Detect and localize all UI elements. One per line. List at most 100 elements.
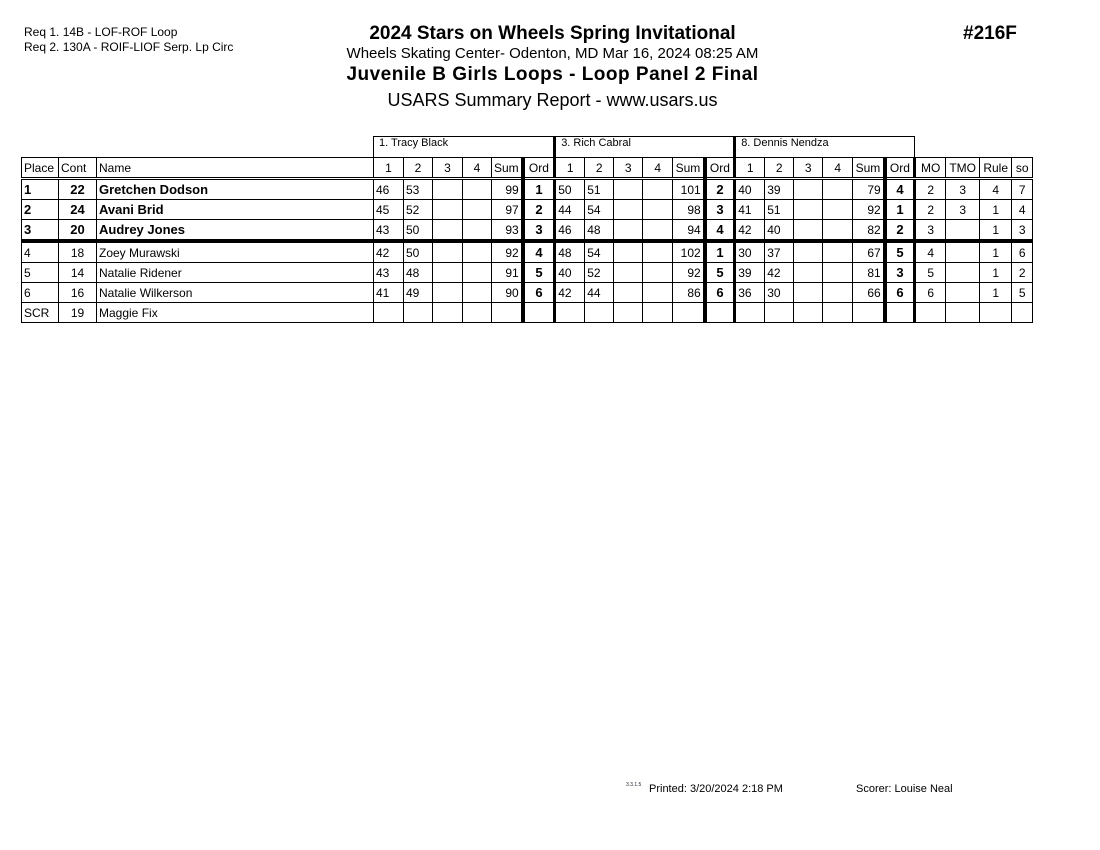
table-row: SCR 19 Maggie Fix: [21, 302, 1034, 323]
column-header-row: Place Cont Name 1 2 3 4 Sum Ord 1 2 3 4 Sum Ord 1 2 3 4 Sum…: [21, 157, 1034, 180]
sum-cell: 99: [490, 178, 524, 200]
tmo-cell: [945, 282, 981, 303]
tmo-cell: 3: [945, 199, 981, 220]
sum-cell: 66: [852, 282, 886, 303]
mo-cell: 3: [913, 219, 947, 243]
so-cell: 4: [1011, 199, 1034, 220]
so-cell: [1011, 302, 1034, 323]
header-tmo: TMO: [945, 157, 981, 180]
rule-cell: 4: [979, 178, 1013, 200]
sum-cell: 92: [672, 262, 706, 283]
score-cell: [642, 199, 674, 220]
score-cell: [553, 302, 586, 323]
score-cell: 46: [373, 178, 404, 200]
score-cell: [462, 219, 492, 243]
score-cell: [432, 199, 463, 220]
place-cell: 6: [21, 282, 59, 303]
header-score-4: 4: [462, 157, 492, 180]
mo-cell: [913, 302, 947, 323]
score-cell: [462, 282, 492, 303]
so-cell: 3: [1011, 219, 1034, 243]
score-cell: 36: [733, 282, 766, 303]
header-score-sum: Sum: [490, 157, 524, 180]
score-cell: [462, 199, 492, 220]
score-cell: 51: [764, 199, 795, 220]
version-text: 3.3.1.5: [626, 782, 642, 788]
table-row: 2 24 Avani Brid 45 52 97 2 44 54 98 3 41 51 92 1 2 3 1 4: [21, 199, 1034, 220]
skater-name: Natalie Wilkerson: [96, 282, 374, 303]
header-score-4: 4: [642, 157, 674, 180]
ordinal-cell: 4: [882, 178, 916, 200]
score-cell: [642, 282, 674, 303]
ordinal-cell: 6: [702, 282, 736, 303]
score-cell: 52: [584, 262, 615, 283]
score-cell: [822, 240, 854, 263]
score-cell: 48: [553, 240, 586, 263]
sum-cell: 98: [672, 199, 706, 220]
contestant-number: 19: [58, 302, 97, 323]
ordinal-cell: [882, 302, 916, 323]
venue-date: Wheels Skating Center- Odenton, MD Mar 1…: [346, 45, 759, 62]
ordinal-cell: 5: [702, 262, 736, 283]
results-table: 1. Tracy Black 3. Rich Cabral 8. Dennis Ne…: [21, 136, 1034, 323]
sum-cell: 93: [490, 219, 524, 243]
score-cell: [822, 302, 854, 323]
score-cell: 44: [553, 199, 586, 220]
sum-cell: 97: [490, 199, 524, 220]
header-score-3: 3: [793, 157, 824, 180]
sum-cell: 67: [852, 240, 886, 263]
ordinal-cell: 3: [882, 262, 916, 283]
contestant-number: 14: [58, 262, 97, 283]
score-cell: [462, 262, 492, 283]
score-cell: [793, 199, 824, 220]
tmo-cell: [945, 302, 981, 323]
score-cell: 41: [373, 282, 404, 303]
score-cell: [432, 282, 463, 303]
header-cont: Cont: [58, 157, 97, 180]
sum-cell: 91: [490, 262, 524, 283]
sum-cell: 101: [672, 178, 706, 200]
so-cell: 7: [1011, 178, 1034, 200]
score-cell: 30: [733, 240, 766, 263]
score-cell: 43: [373, 262, 404, 283]
score-cell: [613, 262, 644, 283]
score-cell: [822, 219, 854, 243]
contestant-number: 24: [58, 199, 97, 220]
score-cell: 40: [764, 219, 795, 243]
tmo-cell: [945, 219, 981, 243]
score-cell: [584, 302, 615, 323]
contestant-number: 20: [58, 219, 97, 243]
score-cell: [793, 240, 824, 263]
score-cell: [793, 178, 824, 200]
ordinal-cell: 1: [520, 178, 556, 200]
ordinal-cell: 3: [702, 199, 736, 220]
header-score-sum: Sum: [672, 157, 706, 180]
event-title: Juvenile B Girls Loops - Loop Panel 2 Fi…: [346, 64, 759, 85]
score-cell: [373, 302, 404, 323]
rule-cell: 1: [979, 282, 1013, 303]
score-cell: 42: [553, 282, 586, 303]
table-row: 1 22 Gretchen Dodson 46 53 99 1 50 51 101 2 40 39 79 4…: [21, 178, 1034, 200]
skater-name: Audrey Jones: [96, 219, 374, 243]
ordinal-cell: 2: [882, 219, 916, 243]
score-cell: [613, 240, 644, 263]
sum-cell: 82: [852, 219, 886, 243]
table-row: 5 14 Natalie Ridener 43 48 91 5 40 52 92 5 39 42 81 3 5…: [21, 262, 1034, 283]
skater-name: Maggie Fix: [96, 302, 374, 323]
contestant-number: 22: [58, 178, 97, 200]
requirement-1: Req 1. 14B - LOF-ROF Loop: [24, 25, 178, 39]
score-cell: [403, 302, 433, 323]
sum-cell: 94: [672, 219, 706, 243]
contestant-number: 18: [58, 240, 97, 263]
ordinal-cell: 5: [520, 262, 556, 283]
so-cell: 6: [1011, 240, 1034, 263]
scorer-name: Scorer: Louise Neal: [856, 783, 953, 795]
mo-cell: 6: [913, 282, 947, 303]
header-place: Place: [21, 157, 59, 180]
ordinal-cell: 2: [520, 199, 556, 220]
score-cell: 52: [403, 199, 433, 220]
ordinal-cell: 4: [702, 219, 736, 243]
score-cell: 41: [733, 199, 766, 220]
score-cell: 48: [403, 262, 433, 283]
score-cell: [613, 302, 644, 323]
